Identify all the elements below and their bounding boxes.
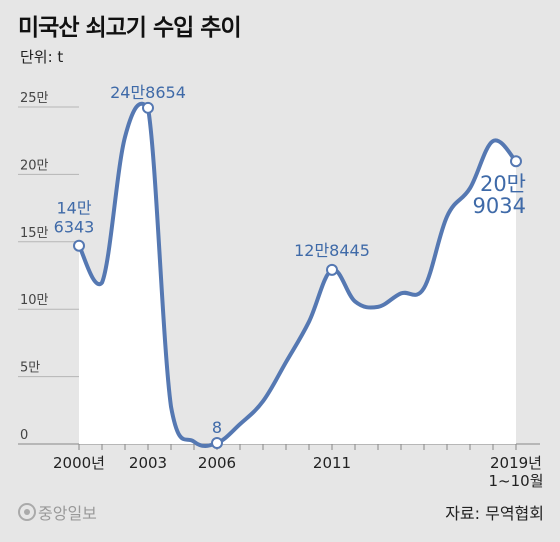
x-tick-label: 2019년 1~10월 [489,454,544,490]
y-tick-label: 10만 [20,293,49,308]
logo-text: 중앙일보 [38,504,97,523]
data-labels: 14만 6343 24만8654 8 12만8445 20만 9034 [54,83,526,437]
y-tick-label: 15만 [20,226,49,241]
x-tick-label: 2006 [198,454,236,472]
data-label: 8 [212,418,222,437]
chart-area-fill [79,103,516,446]
data-point-marker [510,155,522,168]
data-point-marker [142,101,154,114]
source-note: 자료: 무역협회 [445,504,544,523]
x-tick-label: 2000년 [53,454,105,472]
unit-label: 단위: t [20,48,64,66]
y-tick-label: 25만 [20,91,49,106]
y-tick-label: 20만 [20,158,49,173]
data-label: 14만 6343 [54,199,95,237]
x-tick-label: 2011 [313,454,351,472]
y-tick-label: 5만 [20,361,40,376]
publisher-logo: 중앙일보 [18,500,97,524]
axis-ticks: 0 5만 10만 15만 20만 25만 2000년 2003 2006 2011 2019년 1~1… [18,91,544,490]
data-markers [73,101,522,449]
data-label: 12만8445 [294,241,370,260]
data-point-marker [211,436,223,449]
logo-icon [18,503,36,521]
data-point-marker [73,239,85,252]
chart-title: 미국산 쇠고기 수입 추이 [18,15,242,41]
data-label: 24만8654 [110,83,186,102]
y-tick-label: 0 [20,428,28,443]
data-point-marker [326,263,338,276]
data-label: 20만 9034 [473,172,526,218]
x-tick-label: 2003 [129,454,167,472]
